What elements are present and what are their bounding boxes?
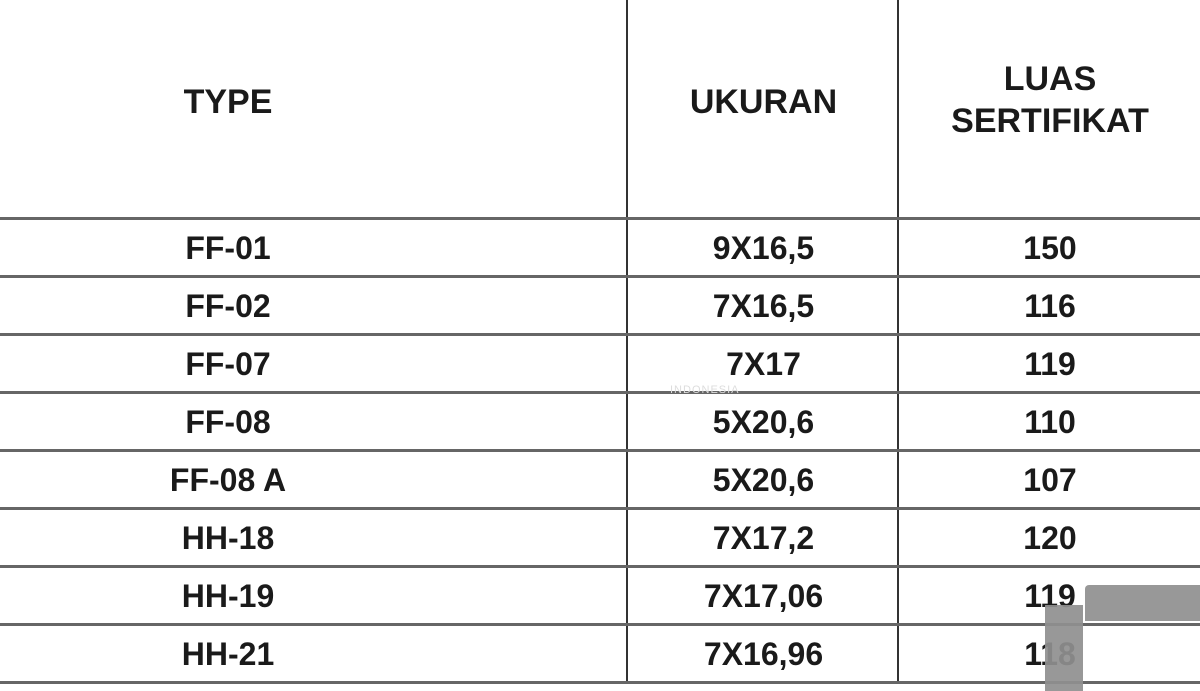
row-divider [0,507,1200,510]
cell-type: FF-08 [185,403,271,440]
cell-luas: 150 [1023,229,1077,266]
overlay-shape [1045,605,1083,691]
cell-ukuran: 5X20,6 [712,403,815,440]
row-divider [0,565,1200,568]
cell-luas: 116 [1024,287,1076,324]
column-divider [626,0,628,683]
cell-luas: 110 [1024,403,1076,440]
cell-luas: 119 [1024,345,1076,382]
overlay-shape [1085,585,1200,621]
cell-ukuran: 7X17 [726,345,801,382]
cell-ukuran: 7X16,5 [712,287,815,324]
row-divider [0,217,1200,220]
cell-type: HH-21 [181,635,275,672]
cell-type: HH-19 [181,577,275,614]
cell-luas: 107 [1023,461,1077,498]
row-divider [0,391,1200,394]
cell-type: FF-08 A [169,461,287,498]
header-luas-line2: SERTIFIKAT [951,102,1149,140]
cell-type: FF-01 [185,229,271,266]
cell-ukuran: 9X16,5 [712,229,815,266]
row-divider [0,449,1200,452]
header-luas-sertifikat: LUAS SERTIFIKAT [900,50,1200,150]
cell-luas: 120 [1023,519,1077,556]
cell-type: FF-02 [185,287,271,324]
cell-ukuran: 7X17,06 [703,577,824,614]
row-divider [0,275,1200,278]
row-divider [0,333,1200,336]
row-divider [0,681,1200,684]
cell-ukuran: 7X17,2 [712,519,815,556]
watermark: INDONESIA [670,384,740,396]
column-divider [897,0,899,683]
header-type: TYPE [183,82,273,121]
cell-ukuran: 7X16,96 [703,635,824,672]
cell-type: HH-18 [181,519,275,556]
cell-type: FF-07 [185,345,271,382]
header-luas-line1: LUAS [1003,59,1097,98]
row-divider [0,623,1200,626]
cell-ukuran: 5X20,6 [712,461,815,498]
header-ukuran: UKURAN [689,82,838,121]
